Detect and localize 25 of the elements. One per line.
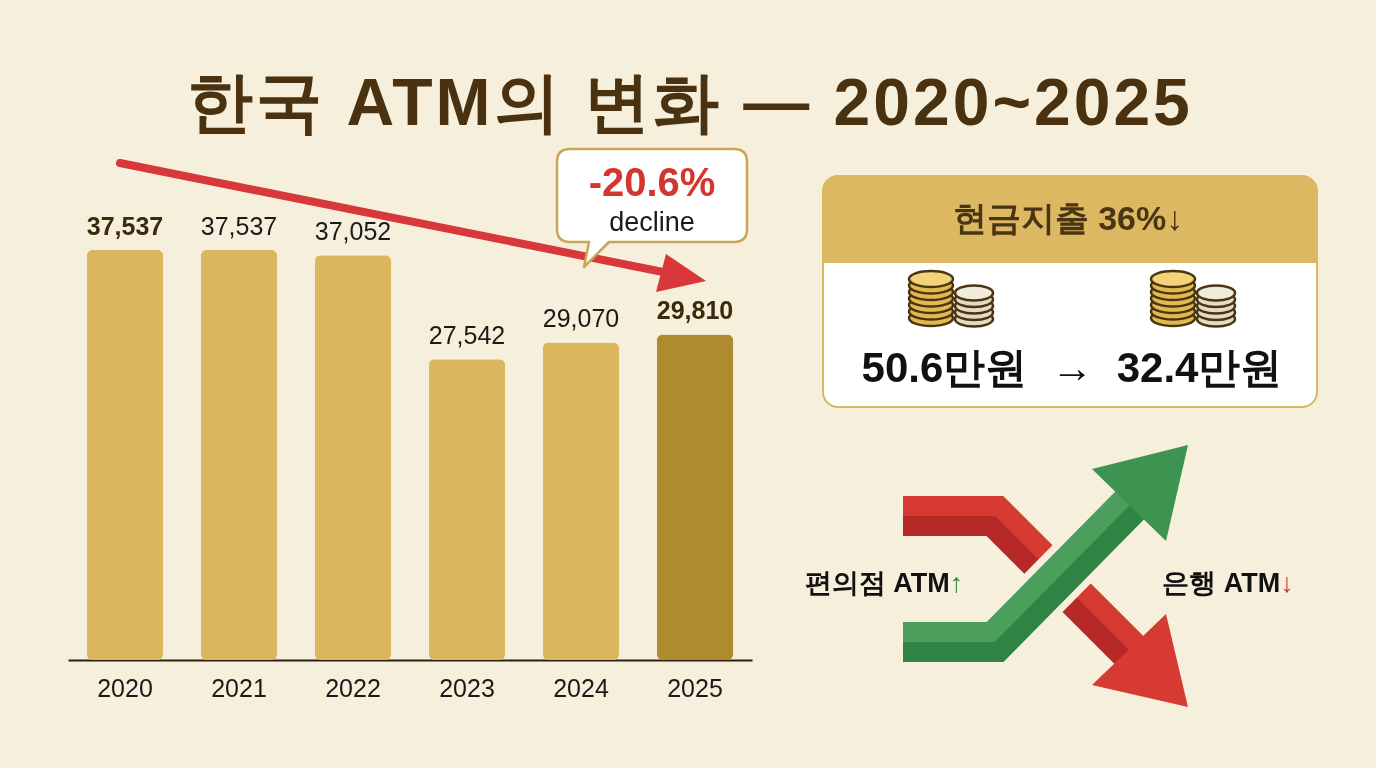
text: decline: [609, 206, 695, 237]
text: 편의점 ATM↑: [804, 567, 964, 598]
x-tick-label: 2023: [439, 673, 495, 702]
bar: [428, 359, 506, 660]
chart-title: 한국 ATM의 변화 — 2020~2025: [187, 65, 1193, 139]
text: 은행 ATM↓: [1162, 567, 1294, 598]
x-tick-label: 2025: [667, 673, 723, 702]
x-tick-label: 2024: [553, 673, 609, 702]
text: 50.6만원 → 32.4만원: [861, 344, 1283, 391]
x-tick-label: 2020: [97, 673, 153, 702]
bar: [314, 255, 392, 660]
data-label: 29,070: [542, 304, 620, 333]
text: -20.6%: [588, 160, 716, 204]
bar: [200, 250, 278, 660]
data-label: 37,052: [314, 217, 392, 246]
text: 현금지출 36%↓: [952, 199, 1184, 237]
x-tick-label: 2021: [211, 673, 267, 702]
data-label: 29,810: [656, 296, 734, 325]
bar: [542, 342, 620, 660]
data-label: 37,537: [200, 212, 278, 240]
data-label: 27,542: [428, 321, 506, 350]
data-label: 37,537: [86, 212, 164, 240]
bar: [86, 250, 164, 660]
x-tick-label: 2022: [325, 673, 381, 702]
bar: [656, 334, 734, 660]
